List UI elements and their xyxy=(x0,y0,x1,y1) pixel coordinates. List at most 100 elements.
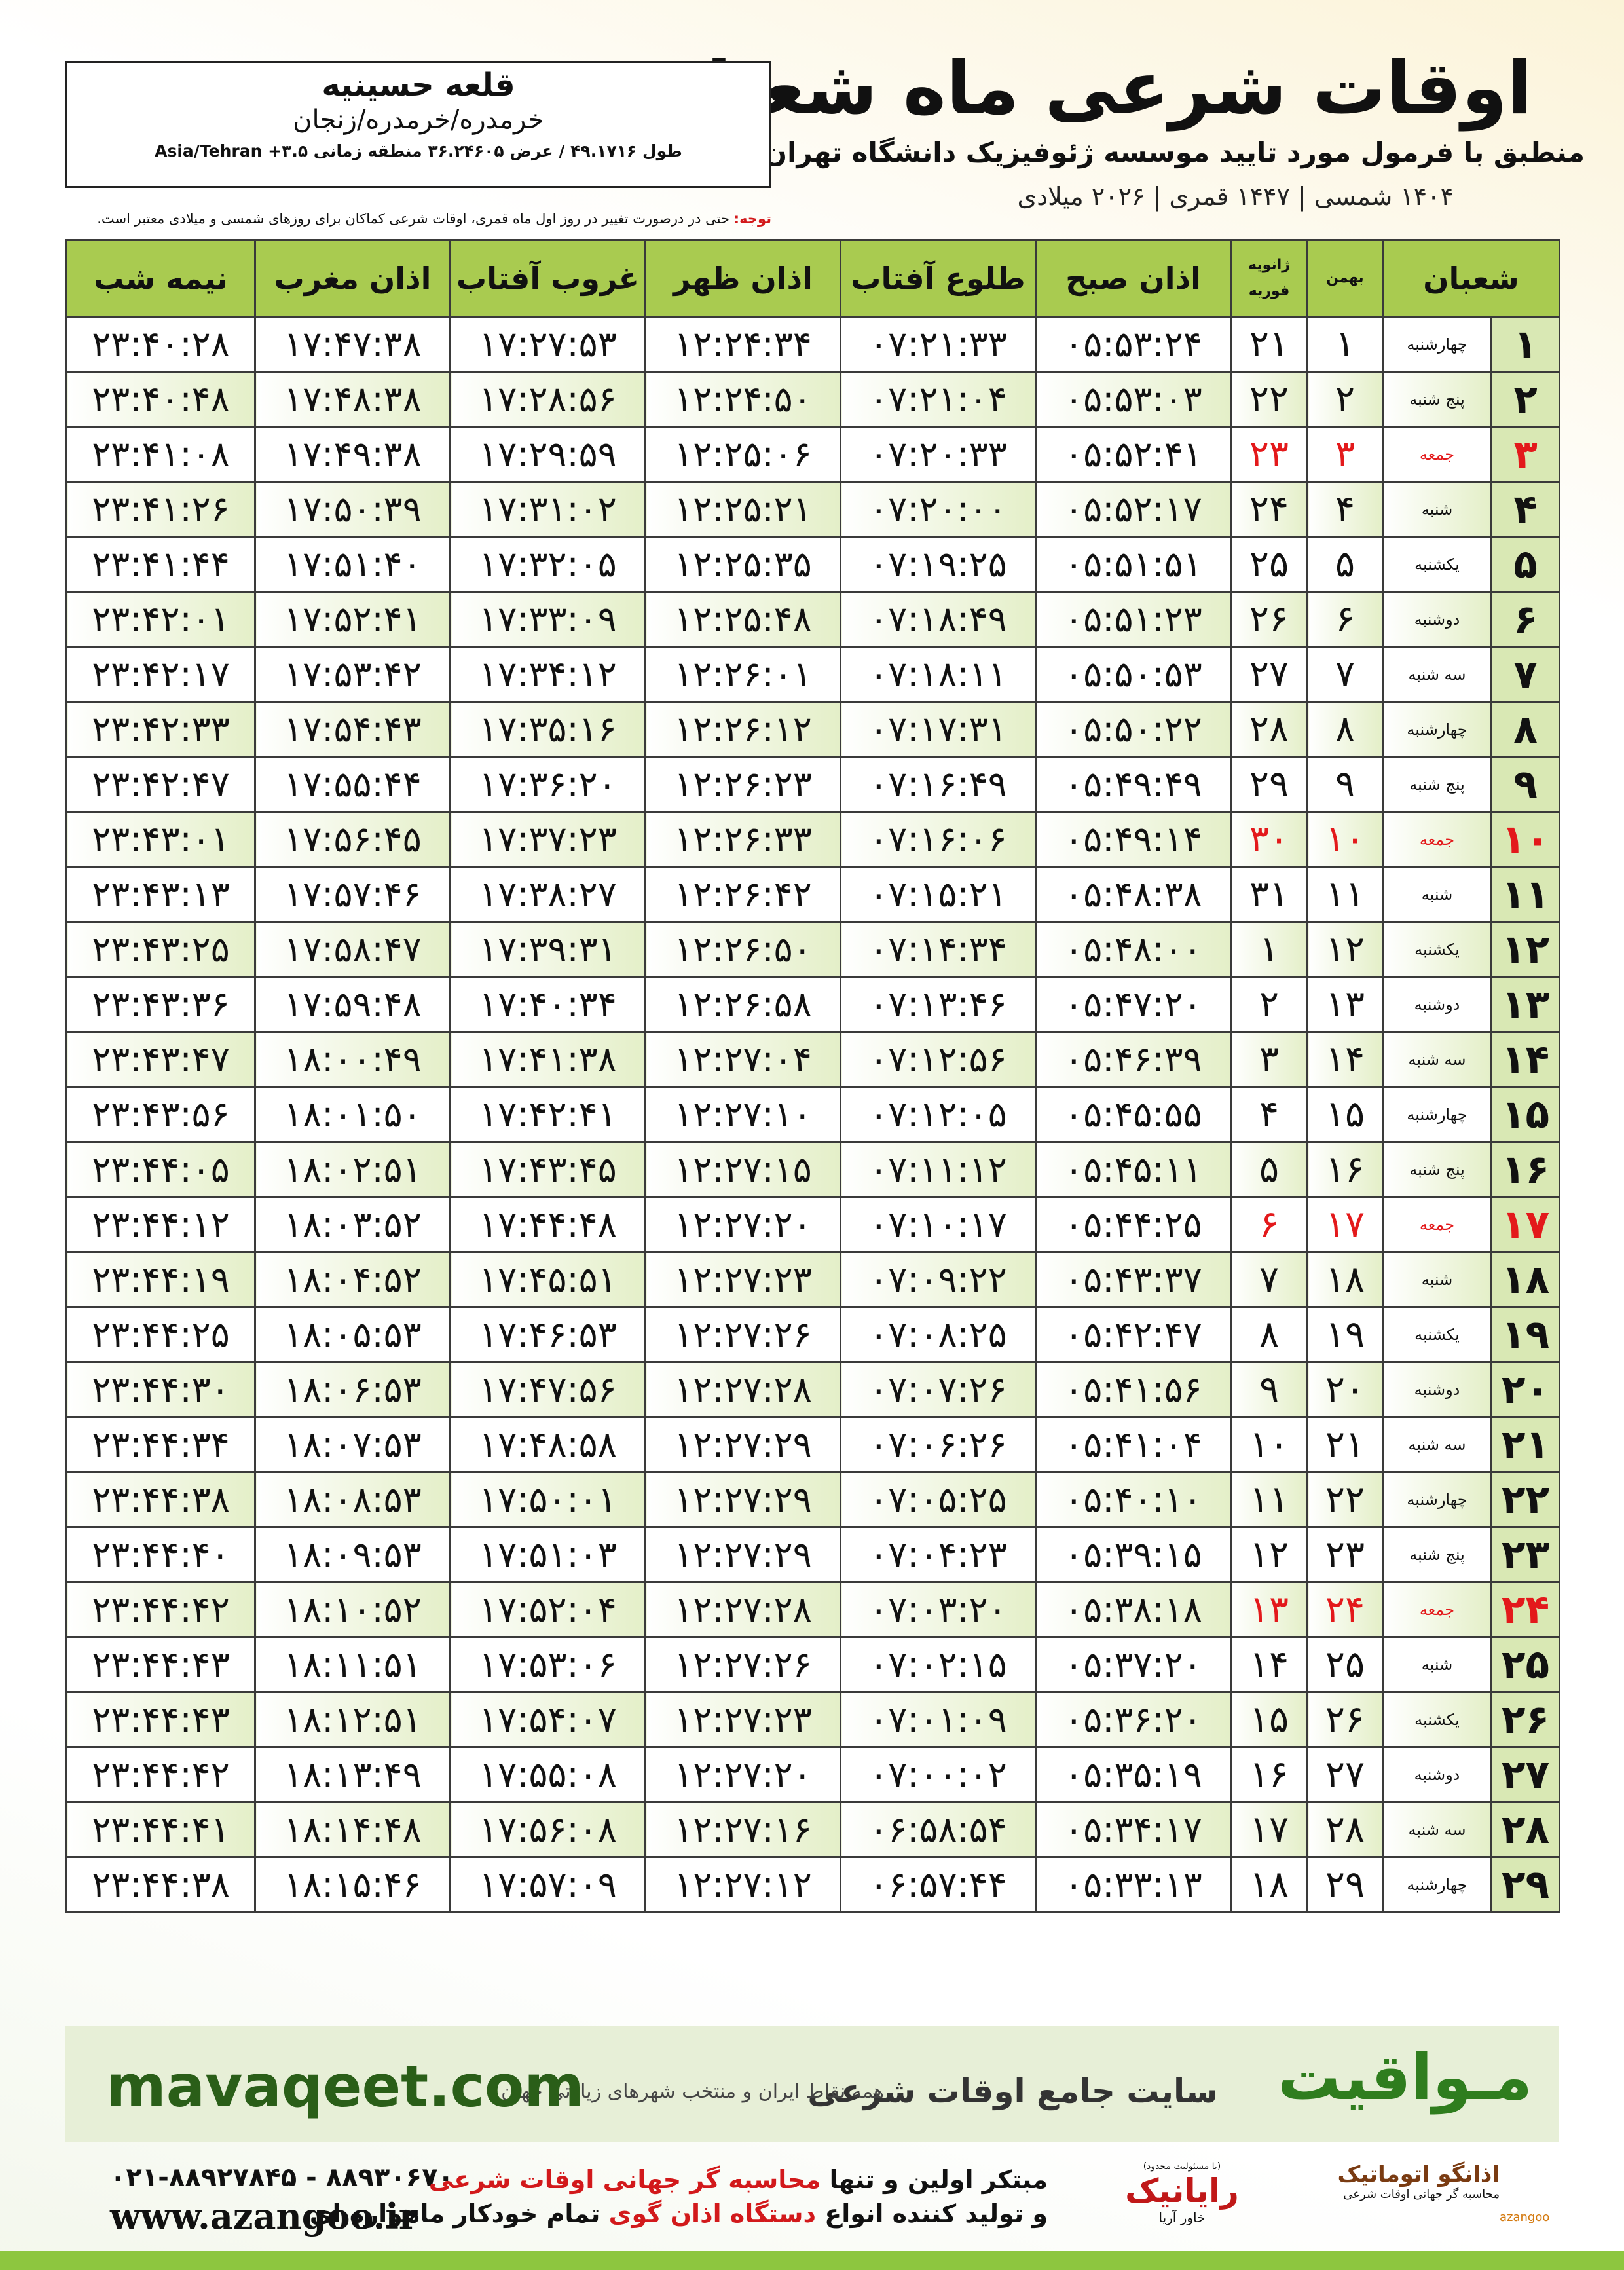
slogan: سایت جامع اوقات شرعی xyxy=(807,2072,1218,2110)
cell: یکشنبه xyxy=(1381,1691,1493,1748)
cell: ۲۳:۴۳:۰۱ xyxy=(65,811,256,868)
cell: ۱۷:۵۰:۰۱ xyxy=(449,1471,646,1528)
cell: ۱۷:۵۳:۰۶ xyxy=(449,1636,646,1693)
cell: ۲۵ xyxy=(1306,1636,1384,1693)
cell: ۳۰ xyxy=(1230,811,1308,868)
table-row: ۱۵ چهارشنبه ۱۵ ۴ ۰۵:۴۵:۵۵ ۰۷:۱۲:۰۵ ۱۲:۲۷:۱۰ ۱۷:… xyxy=(65,1086,1561,1143)
cell: ۰۵:۴۹:۴۹ xyxy=(1035,756,1232,813)
cell: ۰۵:۵۰:۵۳ xyxy=(1035,646,1232,703)
cell: ۰۵:۵۳:۲۴ xyxy=(1035,316,1232,373)
cell: ۱۸:۱۰:۵۲ xyxy=(254,1581,451,1638)
table-row: ۵ یکشنبه ۵ ۲۵ ۰۵:۵۱:۵۱ ۰۷:۱۹:۲۵ ۱۲:۲۵:۳۵ ۱۷:۳۲:… xyxy=(65,536,1561,593)
cell: ۱۷:۳۸:۲۷ xyxy=(449,866,646,923)
cell: ۱۷:۴۰:۳۴ xyxy=(449,976,646,1033)
cell: ۱۷:۵۶:۴۵ xyxy=(254,811,451,868)
cell: ۰۷:۰۵:۲۵ xyxy=(840,1471,1037,1528)
cell: ۱۷:۴۵:۵۱ xyxy=(449,1251,646,1308)
subtitle: منطبق با فرمول مورد تایید موسسه ژئوفیزیک… xyxy=(764,136,1585,168)
cell: ۰۵:۴۳:۳۷ xyxy=(1035,1251,1232,1308)
cell: ۲۳:۴۳:۲۵ xyxy=(65,921,256,978)
prayer-table: شعبان بهمن ژانویه فوریه اذان صبح طلوع آفتاب اذ… xyxy=(65,239,1561,1913)
cell: ۲۱ xyxy=(1230,316,1308,373)
cell: ۱۷:۳۷:۲۳ xyxy=(449,811,646,868)
cell: ۱۰ xyxy=(1306,811,1384,868)
cell: ۰۵:۴۰:۱۰ xyxy=(1035,1471,1232,1528)
cell: ۴ xyxy=(1230,1086,1308,1143)
cell: ۱۷:۳۱:۰۲ xyxy=(449,481,646,538)
cell: پنج شنبه xyxy=(1381,371,1493,428)
cell: ۵ xyxy=(1490,536,1561,593)
cell: ۱۷:۳۴:۱۲ xyxy=(449,646,646,703)
cell: ۱۸:۰۵:۵۳ xyxy=(254,1306,451,1363)
cell: ۱ xyxy=(1490,316,1561,373)
website: www.azangoo.ir xyxy=(110,2195,418,2237)
cell: ۱۷:۳۵:۱۶ xyxy=(449,701,646,758)
cell: ۰۵:۵۱:۵۱ xyxy=(1035,536,1232,593)
cell: ۲۳:۴۲:۴۷ xyxy=(65,756,256,813)
table-row: ۲۹ چهارشنبه ۲۹ ۱۸ ۰۵:۳۳:۱۳ ۰۶:۵۷:۴۴ ۱۲:۲۷:۱۲ ۱۷… xyxy=(65,1856,1561,1913)
text: محاسبه گر جهانی اوقات شرعی xyxy=(428,2165,821,2194)
cell: ۱۲ xyxy=(1230,1526,1308,1583)
cell: چهارشنبه xyxy=(1381,316,1493,373)
cell: ۴ xyxy=(1306,481,1384,538)
cell: ۲۹ xyxy=(1490,1856,1561,1913)
cell: ۲۳:۴۴:۴۰ xyxy=(65,1526,256,1583)
text: تمام خودکار ماهواره ای xyxy=(309,2199,609,2228)
cell: ۲۳:۴۳:۵۶ xyxy=(65,1086,256,1143)
cell: ۰۷:۰۰:۰۲ xyxy=(840,1746,1037,1803)
table-row: ۲۴ جمعه ۲۴ ۱۳ ۰۵:۳۸:۱۸ ۰۷:۰۳:۲۰ ۱۲:۲۷:۲۸ ۱۷:۵۲:… xyxy=(65,1581,1561,1638)
cell: ۰۵:۳۵:۱۹ xyxy=(1035,1746,1232,1803)
cell: ۱۸:۱۲:۵۱ xyxy=(254,1691,451,1748)
cell: ۲۳ xyxy=(1230,426,1308,483)
cell: ۱۲:۲۷:۲۶ xyxy=(644,1636,841,1693)
cell: ۱۸:۰۴:۵۲ xyxy=(254,1251,451,1308)
cell: ۱۷:۵۰:۳۹ xyxy=(254,481,451,538)
cell: سه شنبه xyxy=(1381,1801,1493,1858)
cell: ۲۳ xyxy=(1490,1526,1561,1583)
dates: ۱۴۰۴ شمسی | ۱۴۴۷ قمری | ۲۰۲۶ میلادی xyxy=(1017,182,1454,211)
coords: طول ۴۹.۱۷۱۶ / عرض ۳۶.۲۴۶۰۵ منطقه زمانی ۳… xyxy=(155,141,682,160)
cell: ۷ xyxy=(1306,646,1384,703)
cell: ۱۷ xyxy=(1230,1801,1308,1858)
cell: ۲ xyxy=(1230,976,1308,1033)
cell: ۰۵:۳۸:۱۸ xyxy=(1035,1581,1232,1638)
cell: ۲۹ xyxy=(1230,756,1308,813)
cell: ۱۰ xyxy=(1230,1416,1308,1473)
cell: ۰۵:۴۴:۲۵ xyxy=(1035,1196,1232,1253)
cell: ۱۲:۲۷:۲۸ xyxy=(644,1361,841,1418)
cell: ۲۳:۴۴:۳۸ xyxy=(65,1471,256,1528)
cell: ۱۷:۴۹:۳۸ xyxy=(254,426,451,483)
cell: ۱۷:۵۷:۰۹ xyxy=(449,1856,646,1913)
cell: ۱۷:۵۶:۰۸ xyxy=(449,1801,646,1858)
cell: ۰۷:۰۲:۱۵ xyxy=(840,1636,1037,1693)
cell: شنبه xyxy=(1381,1636,1493,1693)
cell: ۱۲ xyxy=(1490,921,1561,978)
table-row: ۱۰ جمعه ۱۰ ۳۰ ۰۵:۴۹:۱۴ ۰۷:۱۶:۰۶ ۱۲:۲۶:۳۳ ۱۷:۳۷:… xyxy=(65,811,1561,868)
cell: ۵ xyxy=(1306,536,1384,593)
text: و تولید کننده انواع xyxy=(816,2199,1048,2228)
cell: ۰۵:۴۶:۳۹ xyxy=(1035,1031,1232,1088)
cell: ۱۷:۳۹:۳۱ xyxy=(449,921,646,978)
cell: ۱۲:۲۴:۳۴ xyxy=(644,316,841,373)
cell: ۲۲ xyxy=(1306,1471,1384,1528)
cell: ۱۲:۲۷:۱۵ xyxy=(644,1141,841,1198)
cell: ۱۷:۴۲:۴۱ xyxy=(449,1086,646,1143)
cell: ۱۸ xyxy=(1230,1856,1308,1913)
column-header: غروب آفتاب xyxy=(449,239,646,318)
cell: ۳ xyxy=(1230,1031,1308,1088)
table-row: ۱۶ پنج شنبه ۱۶ ۵ ۰۵:۴۵:۱۱ ۰۷:۱۱:۱۲ ۱۲:۲۷:۱۵ ۱۷:… xyxy=(65,1141,1561,1198)
cell: ۹ xyxy=(1230,1361,1308,1418)
table-row: ۹ پنج شنبه ۹ ۲۹ ۰۵:۴۹:۴۹ ۰۷:۱۶:۴۹ ۱۲:۲۶:۲۳ ۱۷:۳… xyxy=(65,756,1561,813)
cell: ۲۳:۴۴:۳۴ xyxy=(65,1416,256,1473)
cell: ۱۷:۲۹:۵۹ xyxy=(449,426,646,483)
table-row: ۱۹ یکشنبه ۱۹ ۸ ۰۵:۴۲:۴۷ ۰۷:۰۸:۲۵ ۱۲:۲۷:۲۶ ۱۷:۴۶… xyxy=(65,1306,1561,1363)
cell: ۰۶:۵۸:۵۴ xyxy=(840,1801,1037,1858)
cell: ۲۳:۴۲:۳۳ xyxy=(65,701,256,758)
cell: یکشنبه xyxy=(1381,536,1493,593)
cell: ۰۵:۳۶:۲۰ xyxy=(1035,1691,1232,1748)
cell: ۱۸ xyxy=(1490,1251,1561,1308)
cell: ۰۵:۵۲:۱۷ xyxy=(1035,481,1232,538)
cell: ۲۳:۴۴:۴۱ xyxy=(65,1801,256,1858)
cell: ۰۷:۰۷:۲۶ xyxy=(840,1361,1037,1418)
cell: ۰۷:۲۱:۰۴ xyxy=(840,371,1037,428)
